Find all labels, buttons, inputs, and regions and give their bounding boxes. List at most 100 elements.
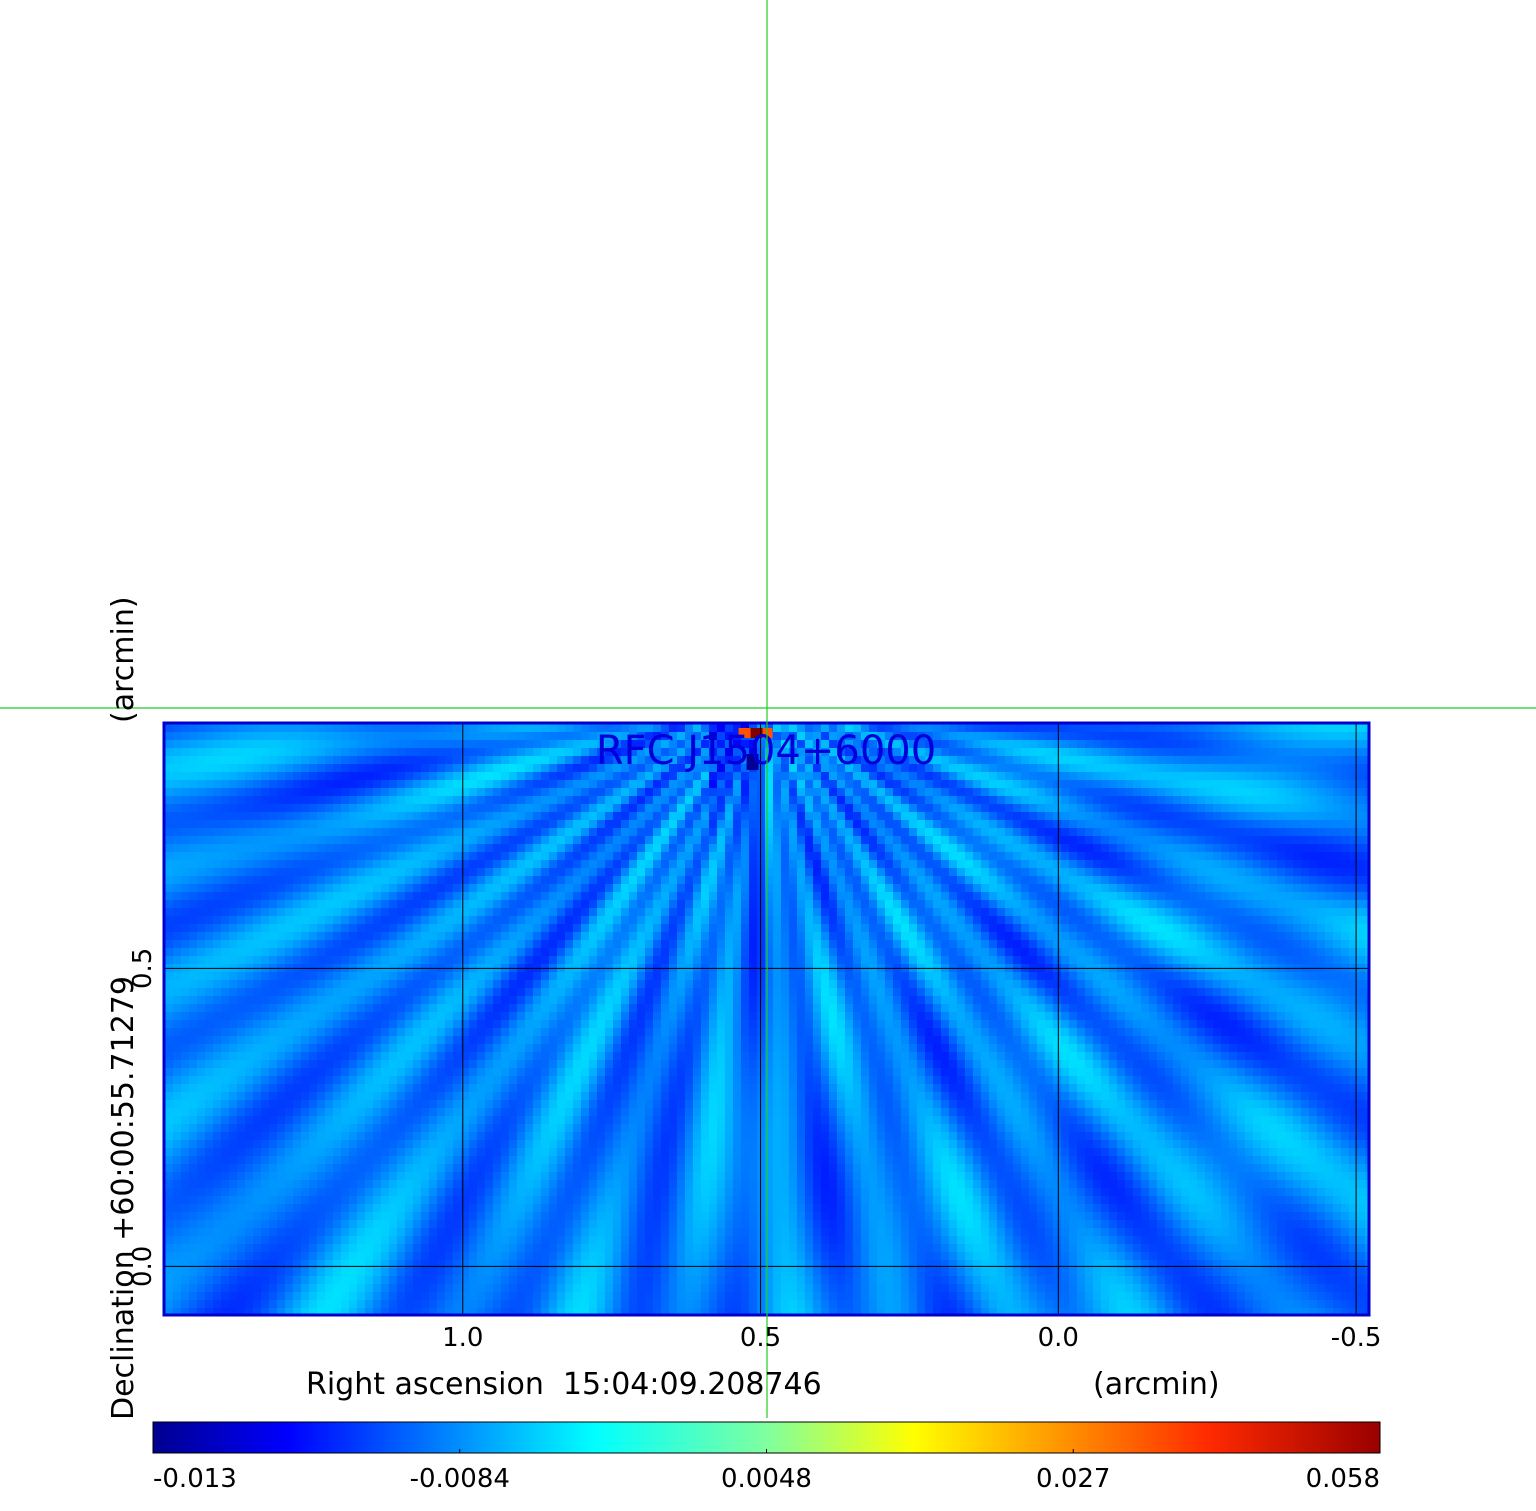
heatmap-cell — [581, 732, 590, 741]
heatmap-cell — [1157, 900, 1166, 909]
heatmap-cell — [341, 812, 350, 821]
heatmap-cell — [1141, 844, 1150, 853]
heatmap-cell — [1141, 932, 1150, 941]
heatmap-cell — [1157, 796, 1166, 805]
heatmap-cell — [565, 900, 574, 909]
heatmap-cell — [565, 940, 574, 949]
heatmap-cell — [509, 844, 518, 853]
heatmap-cell — [917, 740, 926, 749]
heatmap-cell — [997, 724, 1006, 733]
heatmap-cell — [373, 740, 382, 749]
heatmap-cell — [389, 940, 398, 949]
heatmap-cell — [1269, 948, 1278, 957]
heatmap-cell — [1101, 916, 1110, 925]
heatmap-cell — [1141, 884, 1150, 893]
heatmap-cell — [1333, 772, 1342, 781]
heatmap-cell — [373, 812, 382, 821]
heatmap-cell — [613, 916, 622, 925]
heatmap-cell — [869, 732, 878, 741]
heatmap-cell — [1269, 828, 1278, 837]
heatmap-cell — [973, 724, 982, 733]
heatmap-cell — [301, 772, 310, 781]
heatmap-cell — [933, 884, 942, 893]
heatmap-cell — [805, 740, 814, 749]
heatmap-cell — [261, 876, 270, 885]
heatmap-cell — [1141, 804, 1150, 813]
heatmap-cell — [821, 732, 830, 741]
heatmap-cell — [893, 780, 902, 789]
heatmap-cell — [781, 788, 790, 797]
heatmap-cell — [197, 924, 206, 933]
heatmap-cell — [445, 804, 454, 813]
heatmap-cell — [685, 844, 694, 853]
heatmap-cell — [237, 940, 246, 949]
heatmap-cell — [549, 844, 558, 853]
heatmap-cell — [669, 780, 678, 789]
heatmap-cell — [389, 804, 398, 813]
heatmap-cell — [917, 956, 926, 965]
heatmap-cell — [1077, 772, 1086, 781]
heatmap-cell — [1021, 940, 1030, 949]
heatmap-cell — [181, 764, 190, 773]
heatmap-cell — [1077, 956, 1086, 965]
heatmap-cell — [245, 892, 254, 901]
heatmap-cell — [1325, 868, 1334, 877]
heatmap-cell — [805, 820, 814, 829]
heatmap-cell — [429, 724, 438, 733]
heatmap-cell — [197, 908, 206, 917]
heatmap-cell — [1309, 892, 1318, 901]
heatmap-cell — [213, 948, 222, 957]
heatmap-cell — [1317, 876, 1326, 885]
heatmap-cell — [997, 852, 1006, 861]
heatmap-cell — [1037, 860, 1046, 869]
heatmap-cell — [437, 788, 446, 797]
heatmap-cell — [949, 788, 958, 797]
heatmap-cell — [941, 876, 950, 885]
heatmap-cell — [1133, 956, 1142, 965]
heatmap-cell — [1085, 756, 1094, 765]
heatmap-cell — [901, 980, 910, 989]
heatmap-cell — [429, 844, 438, 853]
heatmap-cell — [845, 980, 854, 989]
heatmap-cell — [957, 884, 966, 893]
heatmap-cell — [645, 956, 654, 965]
heatmap-cell — [317, 732, 326, 741]
heatmap-cell — [589, 756, 598, 765]
heatmap-cell — [645, 788, 654, 797]
heatmap-cell — [1253, 972, 1262, 981]
heatmap-cell — [269, 748, 278, 757]
heatmap-cell — [229, 828, 238, 837]
heatmap-cell — [629, 924, 638, 933]
heatmap-cell — [469, 724, 478, 733]
heatmap-cell — [501, 772, 510, 781]
heatmap-cell — [1101, 724, 1110, 733]
heatmap-cell — [1357, 732, 1366, 741]
heatmap-cell — [781, 748, 790, 757]
heatmap-cell — [341, 772, 350, 781]
heatmap-cell — [925, 916, 934, 925]
heatmap-cell — [909, 748, 918, 757]
heatmap-cell — [1229, 972, 1238, 981]
heatmap-cell — [405, 740, 414, 749]
heatmap-cell — [589, 948, 598, 957]
heatmap-cell — [1277, 948, 1286, 957]
heatmap-cell — [1005, 940, 1014, 949]
heatmap-cell — [389, 908, 398, 917]
heatmap-cell — [261, 860, 270, 869]
heatmap-cell — [493, 876, 502, 885]
heatmap-cell — [1301, 756, 1310, 765]
heatmap-cell — [493, 852, 502, 861]
heatmap-cell — [1037, 820, 1046, 829]
heatmap-cell — [421, 932, 430, 941]
heatmap-cell — [789, 892, 798, 901]
heatmap-cell — [885, 740, 894, 749]
heatmap-cell — [1253, 780, 1262, 789]
heatmap-cell — [1197, 908, 1206, 917]
heatmap-cell — [221, 756, 230, 765]
heatmap-cell — [317, 724, 326, 733]
heatmap-cell — [1365, 956, 1368, 965]
heatmap-cell — [205, 740, 214, 749]
heatmap-cell — [253, 780, 262, 789]
heatmap-cell — [885, 940, 894, 949]
heatmap-cell — [325, 764, 334, 773]
